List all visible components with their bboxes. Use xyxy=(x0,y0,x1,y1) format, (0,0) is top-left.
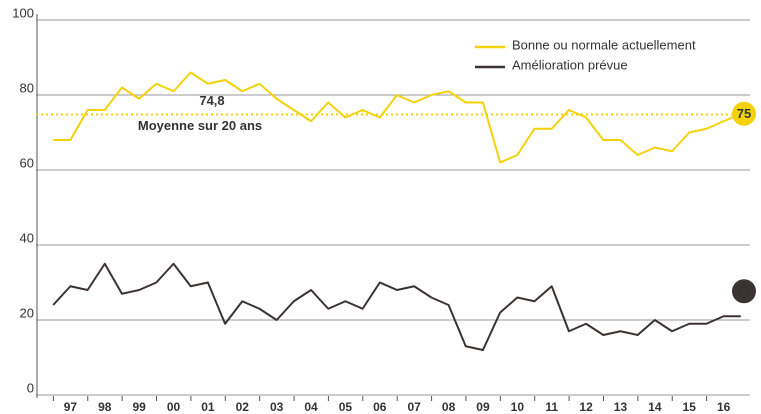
x-tick-label: 08 xyxy=(442,400,456,414)
average-value: 74,8 xyxy=(199,93,224,108)
x-tick-label: 03 xyxy=(270,400,284,414)
x-tick-label: 04 xyxy=(304,400,318,414)
x-tick-label: 12 xyxy=(579,400,593,414)
legend-label: Bonne ou normale actuellement xyxy=(512,37,696,52)
x-tick-label: 09 xyxy=(476,400,490,414)
y-tick-label: 0 xyxy=(27,380,34,395)
x-tick-label: 02 xyxy=(236,400,250,414)
y-tick-label: 100 xyxy=(12,5,34,20)
x-tick-label: 14 xyxy=(648,400,662,414)
series-line xyxy=(53,71,742,164)
x-tick-label: 98 xyxy=(98,400,112,414)
x-tick-label: 01 xyxy=(201,400,215,414)
end-badge xyxy=(732,279,756,304)
y-tick-label: 60 xyxy=(20,155,34,170)
x-tick-label: 97 xyxy=(64,400,78,414)
end-label: 75 xyxy=(737,106,751,121)
x-tick-label: 16 xyxy=(717,400,731,414)
x-tick-label: 11 xyxy=(545,400,558,414)
x-tick-label: 13 xyxy=(614,400,628,414)
x-tick-label: 07 xyxy=(408,400,422,414)
x-tick-label: 10 xyxy=(511,400,525,414)
y-tick-label: 80 xyxy=(20,80,34,95)
end-label: 21 xyxy=(737,284,751,299)
average-text: Moyenne sur 20 ans xyxy=(138,118,262,133)
series-line xyxy=(52,262,741,351)
legend-label: Amélioration prévue xyxy=(512,57,628,72)
x-tick-label: 05 xyxy=(339,400,353,414)
end-badge xyxy=(732,101,756,126)
y-tick-label: 40 xyxy=(20,230,34,245)
y-tick-label: 20 xyxy=(20,305,34,320)
x-tick-label: 15 xyxy=(683,400,697,414)
x-tick-label: 99 xyxy=(132,400,146,414)
x-tick-label: 06 xyxy=(373,400,387,414)
x-tick-label: 00 xyxy=(167,400,181,414)
